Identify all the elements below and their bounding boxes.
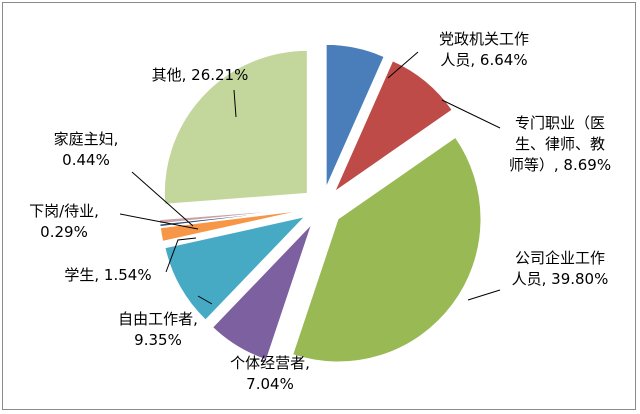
leader-line-free [197,295,213,305]
leader-line-unemp [119,213,199,230]
data-label-house: 家庭主妇, 0.44% [54,130,119,169]
data-label-self: 个体经营者, 7.04% [230,354,310,393]
data-label-unemp: 下岗/待业, 0.29% [29,202,99,241]
data-label-stud: 学生, 1.54% [64,266,151,284]
data-label-free: 自由工作者, 9.35% [118,310,198,349]
pie-slice-stud [159,209,303,243]
leader-line-house [131,171,194,227]
pie-slice-free [164,215,307,321]
leader-line-gov [387,51,419,79]
leader-line-corp [467,289,501,301]
pie-slice-self [211,223,313,361]
pie-slice-gov [325,43,385,188]
pie-slice-corp [292,136,482,363]
pie-slice-other [163,49,308,205]
data-label-gov: 党政机关工作人员, 6.64% [439,30,529,69]
leader-line-other [233,89,237,118]
leader-line-prof [441,99,501,129]
data-label-corp: 公司企业工作人员, 39.80% [512,249,609,288]
data-label-prof: 专门职业（医生、律师、教师等）, 8.69% [509,114,611,174]
data-label-other: 其他, 26.21% [152,66,249,84]
pie-slice-prof [333,60,453,194]
leader-line-stud [165,237,197,273]
